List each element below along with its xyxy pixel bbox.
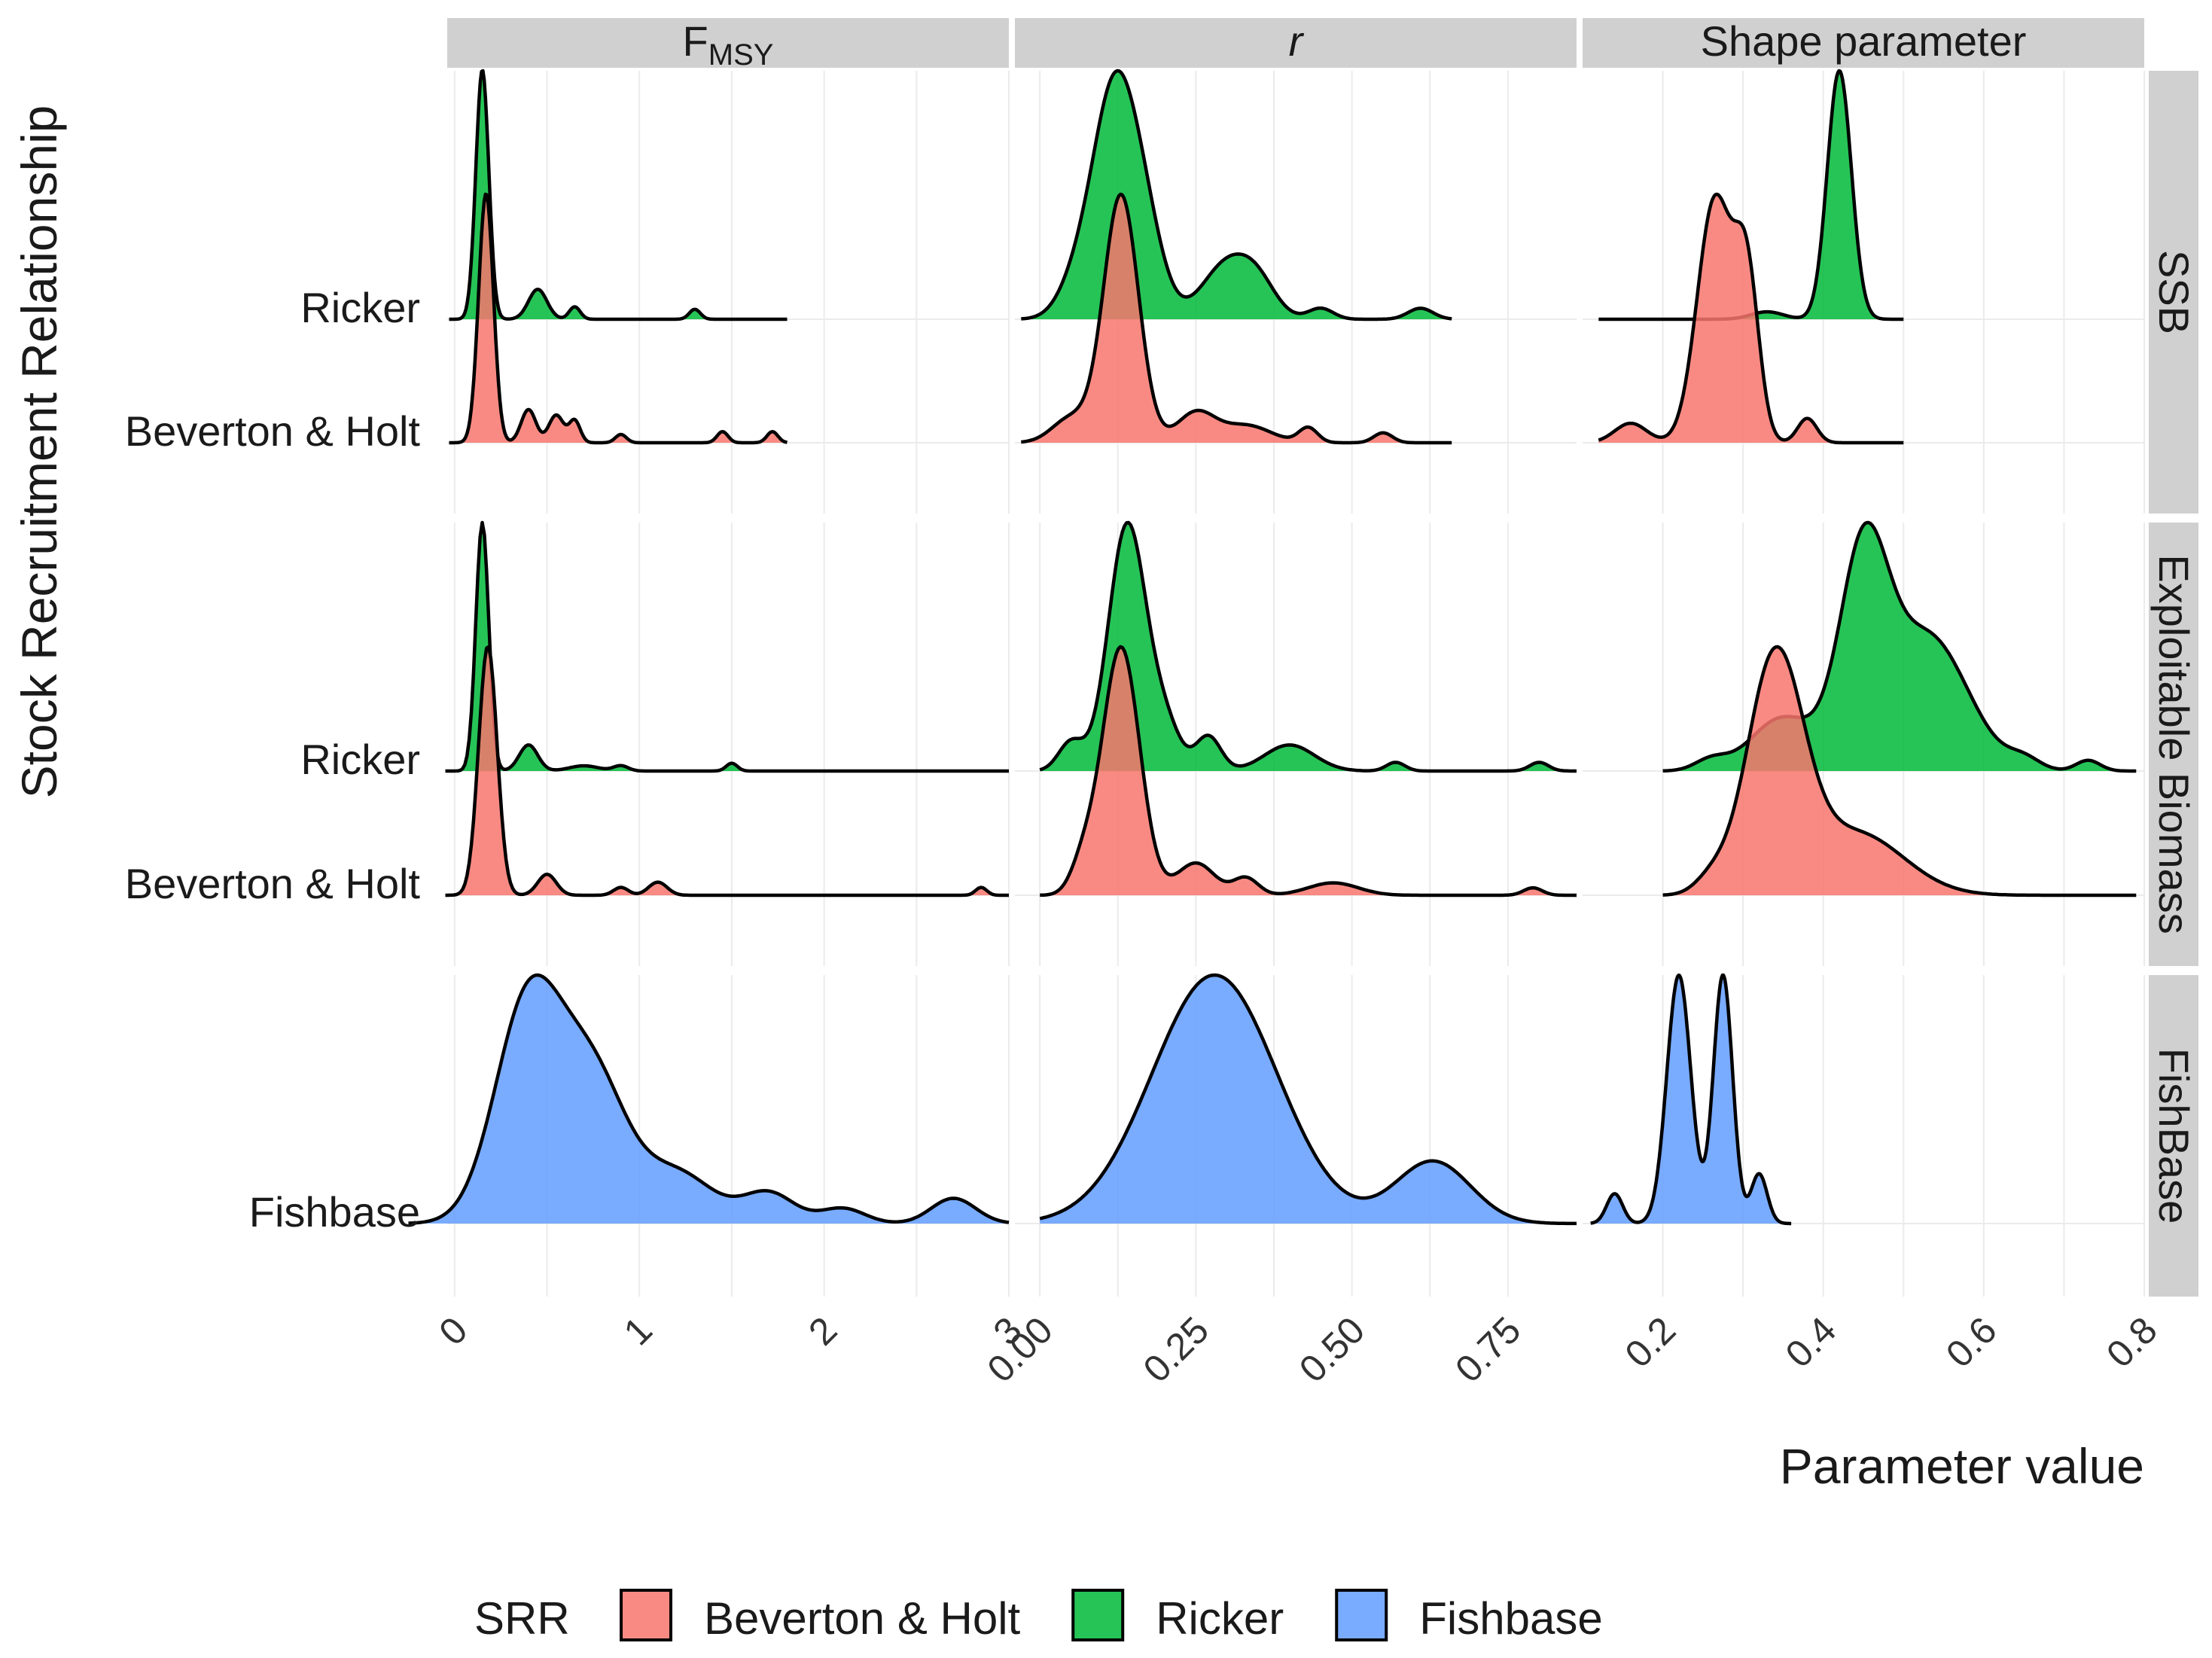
legend-label: Fishbase bbox=[1419, 1593, 1602, 1644]
column-strip-bg bbox=[447, 18, 1009, 68]
column-strip-bg bbox=[1015, 18, 1577, 68]
row-strip-bg bbox=[2149, 71, 2198, 514]
density-line-fishbase bbox=[1589, 973, 1793, 1226]
column-strip-label: FMSY bbox=[683, 17, 774, 72]
density-line-ricker bbox=[1662, 520, 2137, 773]
column-strip-label: Shape parameter bbox=[1701, 17, 2027, 65]
column-strip-bg bbox=[1583, 18, 2144, 68]
density-line-fishbase bbox=[408, 973, 1010, 1225]
y-axis-title: Stock Recruitment Relationship bbox=[11, 105, 67, 799]
x-tick-label: 0.75 bbox=[1447, 1309, 1528, 1390]
row-strip-bg bbox=[2149, 975, 2198, 1297]
density-fill-ricker bbox=[1598, 71, 1904, 319]
x-tick-label: 0.4 bbox=[1778, 1309, 1845, 1376]
density-fill-fishbase bbox=[1590, 975, 1792, 1224]
legend-label: Ricker bbox=[1156, 1593, 1284, 1644]
density-line-beverton-holt bbox=[1020, 192, 1452, 445]
strip-label-subscript: MSY bbox=[708, 38, 774, 72]
density-fill-beverton-holt bbox=[1021, 194, 1452, 443]
ridge-row-label: Ricker bbox=[300, 736, 420, 783]
density-line-beverton-holt bbox=[1040, 645, 1577, 898]
strip-label-main: F bbox=[683, 17, 708, 65]
density-line-beverton-holt bbox=[1598, 192, 1904, 445]
column-strips: FMSY r Shape parameter bbox=[447, 17, 2144, 72]
density-fill-beverton-holt bbox=[1662, 647, 2137, 895]
legend-title: SRR bbox=[474, 1593, 570, 1644]
x-axis-title: Parameter value bbox=[1780, 1438, 2144, 1494]
density-fill-beverton-holt bbox=[445, 647, 1009, 895]
density-line-ricker bbox=[445, 520, 1009, 773]
row-strip-label: SSB bbox=[2150, 250, 2198, 334]
ridge-row-label: Fishbase bbox=[249, 1188, 420, 1236]
x-tick-label: 2 bbox=[800, 1309, 845, 1353]
density-line-beverton-holt bbox=[1662, 645, 2137, 898]
density-line-ricker bbox=[1039, 520, 1577, 773]
legend-swatch bbox=[1071, 1589, 1125, 1641]
density-ridges bbox=[408, 69, 2137, 1226]
density-line-beverton-holt bbox=[445, 645, 1009, 898]
density-fill-fishbase bbox=[1040, 975, 1577, 1224]
density-fill-ricker bbox=[449, 71, 788, 319]
density-fill-beverton-holt bbox=[1040, 647, 1577, 895]
density-line-ricker bbox=[1021, 69, 1452, 322]
legend-swatch bbox=[1335, 1589, 1388, 1641]
x-tick-label: 0.2 bbox=[1617, 1309, 1684, 1376]
x-tick-label: 0.50 bbox=[1291, 1309, 1373, 1390]
x-tick-label: 0.25 bbox=[1135, 1309, 1217, 1390]
density-line-fishbase bbox=[1039, 973, 1577, 1226]
density-fill-beverton-holt bbox=[1598, 194, 1904, 443]
x-tick-labels: 0 1 2 30.00 0.25 0.50 0.75 0.2 0.4 0.6 0.8 bbox=[431, 1309, 2165, 1390]
density-fill-ricker bbox=[1662, 523, 2137, 771]
row-strips: SSB Exploitable Biomass FishBase bbox=[2149, 71, 2198, 1297]
column-strip-label: r bbox=[1289, 17, 1305, 65]
density-fill-fishbase bbox=[408, 975, 1009, 1224]
row-labels: Ricker Beverton & Holt Ricker Beverton & Ho… bbox=[125, 284, 421, 1236]
x-tick-label: 0.6 bbox=[1938, 1309, 2005, 1376]
legend: SRR Beverton & Holt Ricker Fishbase bbox=[474, 1589, 1603, 1644]
density-line-ricker bbox=[448, 69, 788, 322]
legend-swatch bbox=[620, 1589, 672, 1641]
x-tick-label: 0 bbox=[431, 1309, 475, 1353]
density-fill-ricker bbox=[1040, 523, 1577, 771]
x-tick-label: 0.8 bbox=[2098, 1309, 2165, 1376]
legend-label: Beverton & Holt bbox=[704, 1593, 1021, 1644]
row-strip-bg bbox=[2149, 523, 2198, 966]
ridge-row-label: Ricker bbox=[300, 284, 420, 331]
ridge-row-label: Beverton & Holt bbox=[125, 407, 421, 455]
row-strip-label: FishBase bbox=[2150, 1048, 2198, 1224]
density-fill-ricker bbox=[445, 523, 1009, 771]
density-line-beverton-holt bbox=[448, 192, 788, 445]
ridge-row-label: Beverton & Holt bbox=[125, 860, 421, 907]
row-strip-label: Exploitable Biomass bbox=[2150, 554, 2198, 934]
x-tick-label: 1 bbox=[616, 1309, 660, 1353]
